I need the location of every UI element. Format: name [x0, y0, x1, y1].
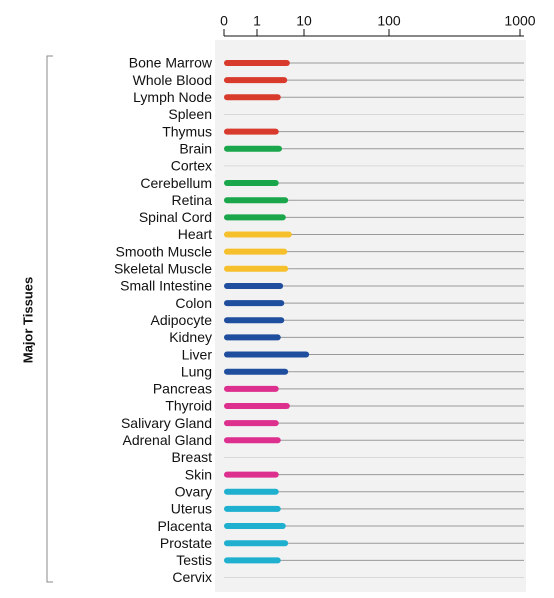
- y-tick-label: Skin: [185, 466, 212, 482]
- y-tick-label: Adrenal Gland: [122, 432, 212, 448]
- x-tick-label: 100: [377, 13, 401, 29]
- y-tick-label: Testis: [176, 552, 212, 568]
- y-tick-label: Bone Marrow: [129, 55, 213, 71]
- x-tick-label: 10: [296, 13, 312, 29]
- y-tick-label: Kidney: [169, 329, 212, 345]
- y-tick-label: Thymus: [162, 123, 212, 139]
- y-tick-label: Prostate: [160, 535, 212, 551]
- y-tick-label: Cortex: [171, 158, 212, 174]
- y-tick-label: Salivary Gland: [121, 415, 212, 431]
- y-tick-label: Placenta: [158, 518, 213, 534]
- group-label: Major Tissues: [20, 277, 35, 363]
- y-tick-label: Retina: [172, 192, 213, 208]
- y-tick-label: Whole Blood: [133, 72, 212, 88]
- group-bracket: [46, 55, 53, 583]
- x-tick-label: 0: [220, 13, 228, 29]
- y-tick-label: Lymph Node: [133, 89, 212, 105]
- y-tick-label: Cervix: [172, 569, 212, 585]
- y-tick-label: Breast: [172, 449, 213, 465]
- y-tick-label: Spleen: [168, 106, 212, 122]
- y-tick-label: Colon: [175, 295, 212, 311]
- y-tick-label: Spinal Cord: [139, 209, 212, 225]
- y-tick-label: Skeletal Muscle: [114, 261, 212, 277]
- y-tick-label: Thyroid: [165, 398, 212, 414]
- y-tick-label: Cerebellum: [140, 175, 212, 191]
- x-tick-label: 1000: [504, 13, 535, 29]
- y-tick-label: Pancreas: [153, 381, 212, 397]
- x-tick-label: 1: [253, 13, 261, 29]
- y-tick-label: Smooth Muscle: [116, 243, 213, 259]
- y-tick-label: Brain: [179, 140, 212, 156]
- y-tick-label: Lung: [181, 363, 212, 379]
- y-tick-label: Adipocyte: [151, 312, 213, 328]
- y-tick-label: Liver: [182, 346, 213, 362]
- y-tick-label: Uterus: [171, 501, 212, 517]
- y-tick-label: Heart: [178, 226, 212, 242]
- y-tick-label: Ovary: [175, 483, 212, 499]
- y-tick-label: Small Intestine: [120, 278, 212, 294]
